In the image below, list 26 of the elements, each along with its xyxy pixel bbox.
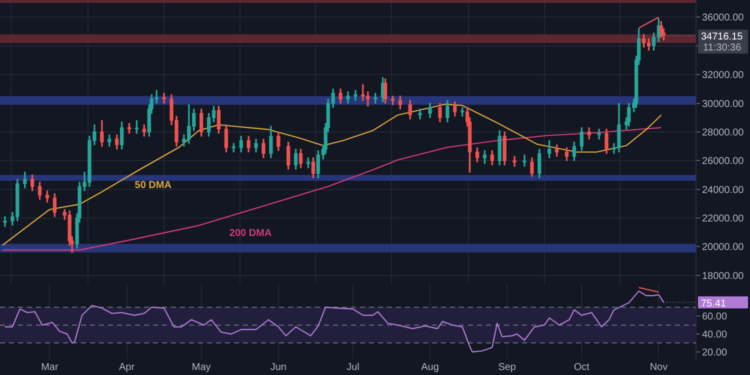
y-tick-label: 36000.00 [702,12,744,24]
x-tick-label: May [192,362,211,373]
y-tick-label: 22000.00 [702,214,744,225]
y-tick-label: 18000.00 [702,270,744,282]
y-tick-label: 40.00 [702,330,728,340]
x-tick-label: Jul [346,362,360,373]
x-tick-label: Nov [650,362,668,373]
y-tick-label: 20000.00 [702,242,744,254]
annotation: 11:30:36 [703,42,742,54]
annotation: 75.41 [701,298,726,310]
x-tick-label: Aug [421,362,439,373]
x-tick-label: Sep [498,362,516,373]
x-tick-label: Jun [270,362,286,373]
annotation: 34716.15 [701,32,744,43]
y-tick-label: 20.00 [702,347,728,358]
y-tick-label: 24000.00 [702,184,744,196]
series-label: 200 DMA [229,228,272,239]
y-tick-label: 30000.00 [702,98,744,110]
x-tick-label: Mar [41,362,59,373]
y-tick-label: 26000.00 [702,156,744,168]
series-label: 50 DMA [134,180,172,191]
y-tick-label: 28000.00 [702,127,744,138]
x-tick-label: Oct [574,362,590,373]
y-tick-label: 60.00 [702,312,728,323]
x-tick-label: Apr [118,362,136,373]
y-tick-label: 32000.00 [702,70,744,82]
